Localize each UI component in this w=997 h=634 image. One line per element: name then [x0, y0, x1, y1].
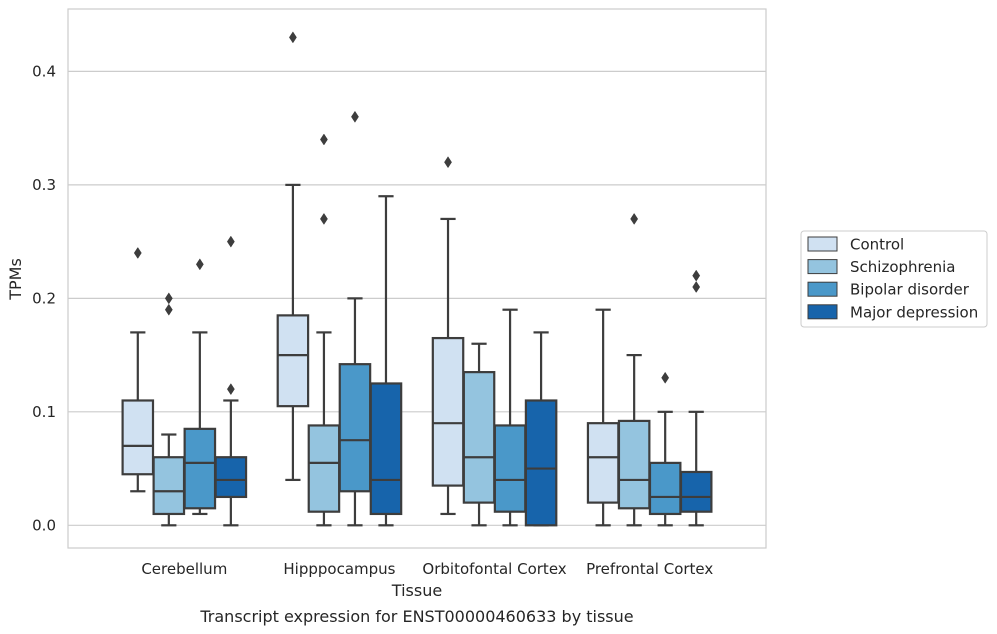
outlier-marker	[164, 292, 173, 305]
box-group	[121, 247, 155, 493]
box-group	[276, 31, 310, 482]
y-tick-label: 0.3	[32, 176, 56, 194]
legend-label: Control	[850, 236, 904, 254]
box	[121, 399, 155, 476]
box	[617, 419, 651, 510]
box	[679, 470, 713, 513]
box	[369, 382, 403, 516]
plot-frame	[67, 8, 767, 549]
outlier-marker	[289, 31, 297, 44]
outlier-marker	[692, 281, 701, 293]
outlier-marker	[320, 133, 328, 146]
outlier-marker	[133, 247, 142, 259]
box	[462, 371, 496, 504]
box-group	[152, 292, 186, 527]
legend-swatch	[807, 259, 838, 275]
outlier-marker	[351, 110, 359, 123]
y-tick-label: 0.4	[32, 62, 56, 80]
box-group	[431, 156, 465, 516]
boxes	[121, 31, 713, 527]
box	[152, 456, 186, 516]
box-group	[307, 133, 341, 527]
x-tick-labels: Cerebellum Hipppocampus Orbitofontal Corte…	[141, 560, 713, 578]
box	[338, 363, 372, 493]
outlier-marker	[692, 269, 701, 282]
legend-frame	[800, 230, 988, 328]
outlier-marker	[164, 303, 173, 316]
box-group	[369, 195, 403, 527]
legend-swatch	[807, 304, 838, 320]
box	[493, 424, 527, 513]
box-group	[214, 235, 248, 527]
x-tick-label: Hipppocampus	[283, 560, 395, 578]
y-tick-label: 0.2	[32, 289, 56, 307]
legend-swatch	[807, 281, 838, 297]
x-tick-label: Orbitofontal Cortex	[422, 560, 566, 578]
legend-label: Bipolar disorder	[850, 281, 970, 299]
box	[648, 461, 682, 516]
outlier-marker	[226, 235, 235, 248]
x-tick-label: Cerebellum	[141, 560, 227, 578]
box-group	[617, 212, 651, 527]
legend-swatch	[807, 236, 838, 252]
outlier-marker	[195, 258, 204, 271]
outlier-marker	[630, 212, 639, 225]
box	[307, 424, 341, 513]
legend: Control Schizophrenia Bipolar disorder Majo…	[800, 230, 988, 328]
y-tick-label: 0.0	[32, 516, 56, 534]
chart-caption: Transcript expression for ENST0000046063…	[199, 607, 633, 626]
box-group	[493, 308, 527, 527]
outlier-marker	[226, 383, 235, 396]
box-group	[524, 331, 558, 527]
box-group	[183, 258, 217, 516]
y-axis-label: TPMs	[6, 258, 25, 301]
gridlines	[68, 70, 766, 526]
y-tick-label: 0.1	[32, 403, 56, 421]
box-group	[462, 342, 496, 527]
box	[183, 427, 217, 510]
box-group	[679, 269, 713, 527]
box	[214, 456, 248, 499]
box	[276, 314, 310, 408]
legend-label: Schizophrenia	[850, 258, 955, 276]
box	[524, 399, 558, 527]
outlier-marker	[661, 371, 670, 384]
box	[586, 422, 620, 504]
legend-label: Major depression	[850, 303, 978, 321]
y-tick-labels: 0.0 0.1 0.2 0.3 0.4	[32, 62, 56, 534]
x-axis-label: Tissue	[391, 581, 442, 600]
outlier-marker	[444, 156, 452, 169]
x-tick-label: Prefrontal Cortex	[586, 560, 713, 578]
box-group	[338, 110, 372, 527]
box	[431, 336, 465, 487]
outlier-marker	[320, 212, 328, 225]
